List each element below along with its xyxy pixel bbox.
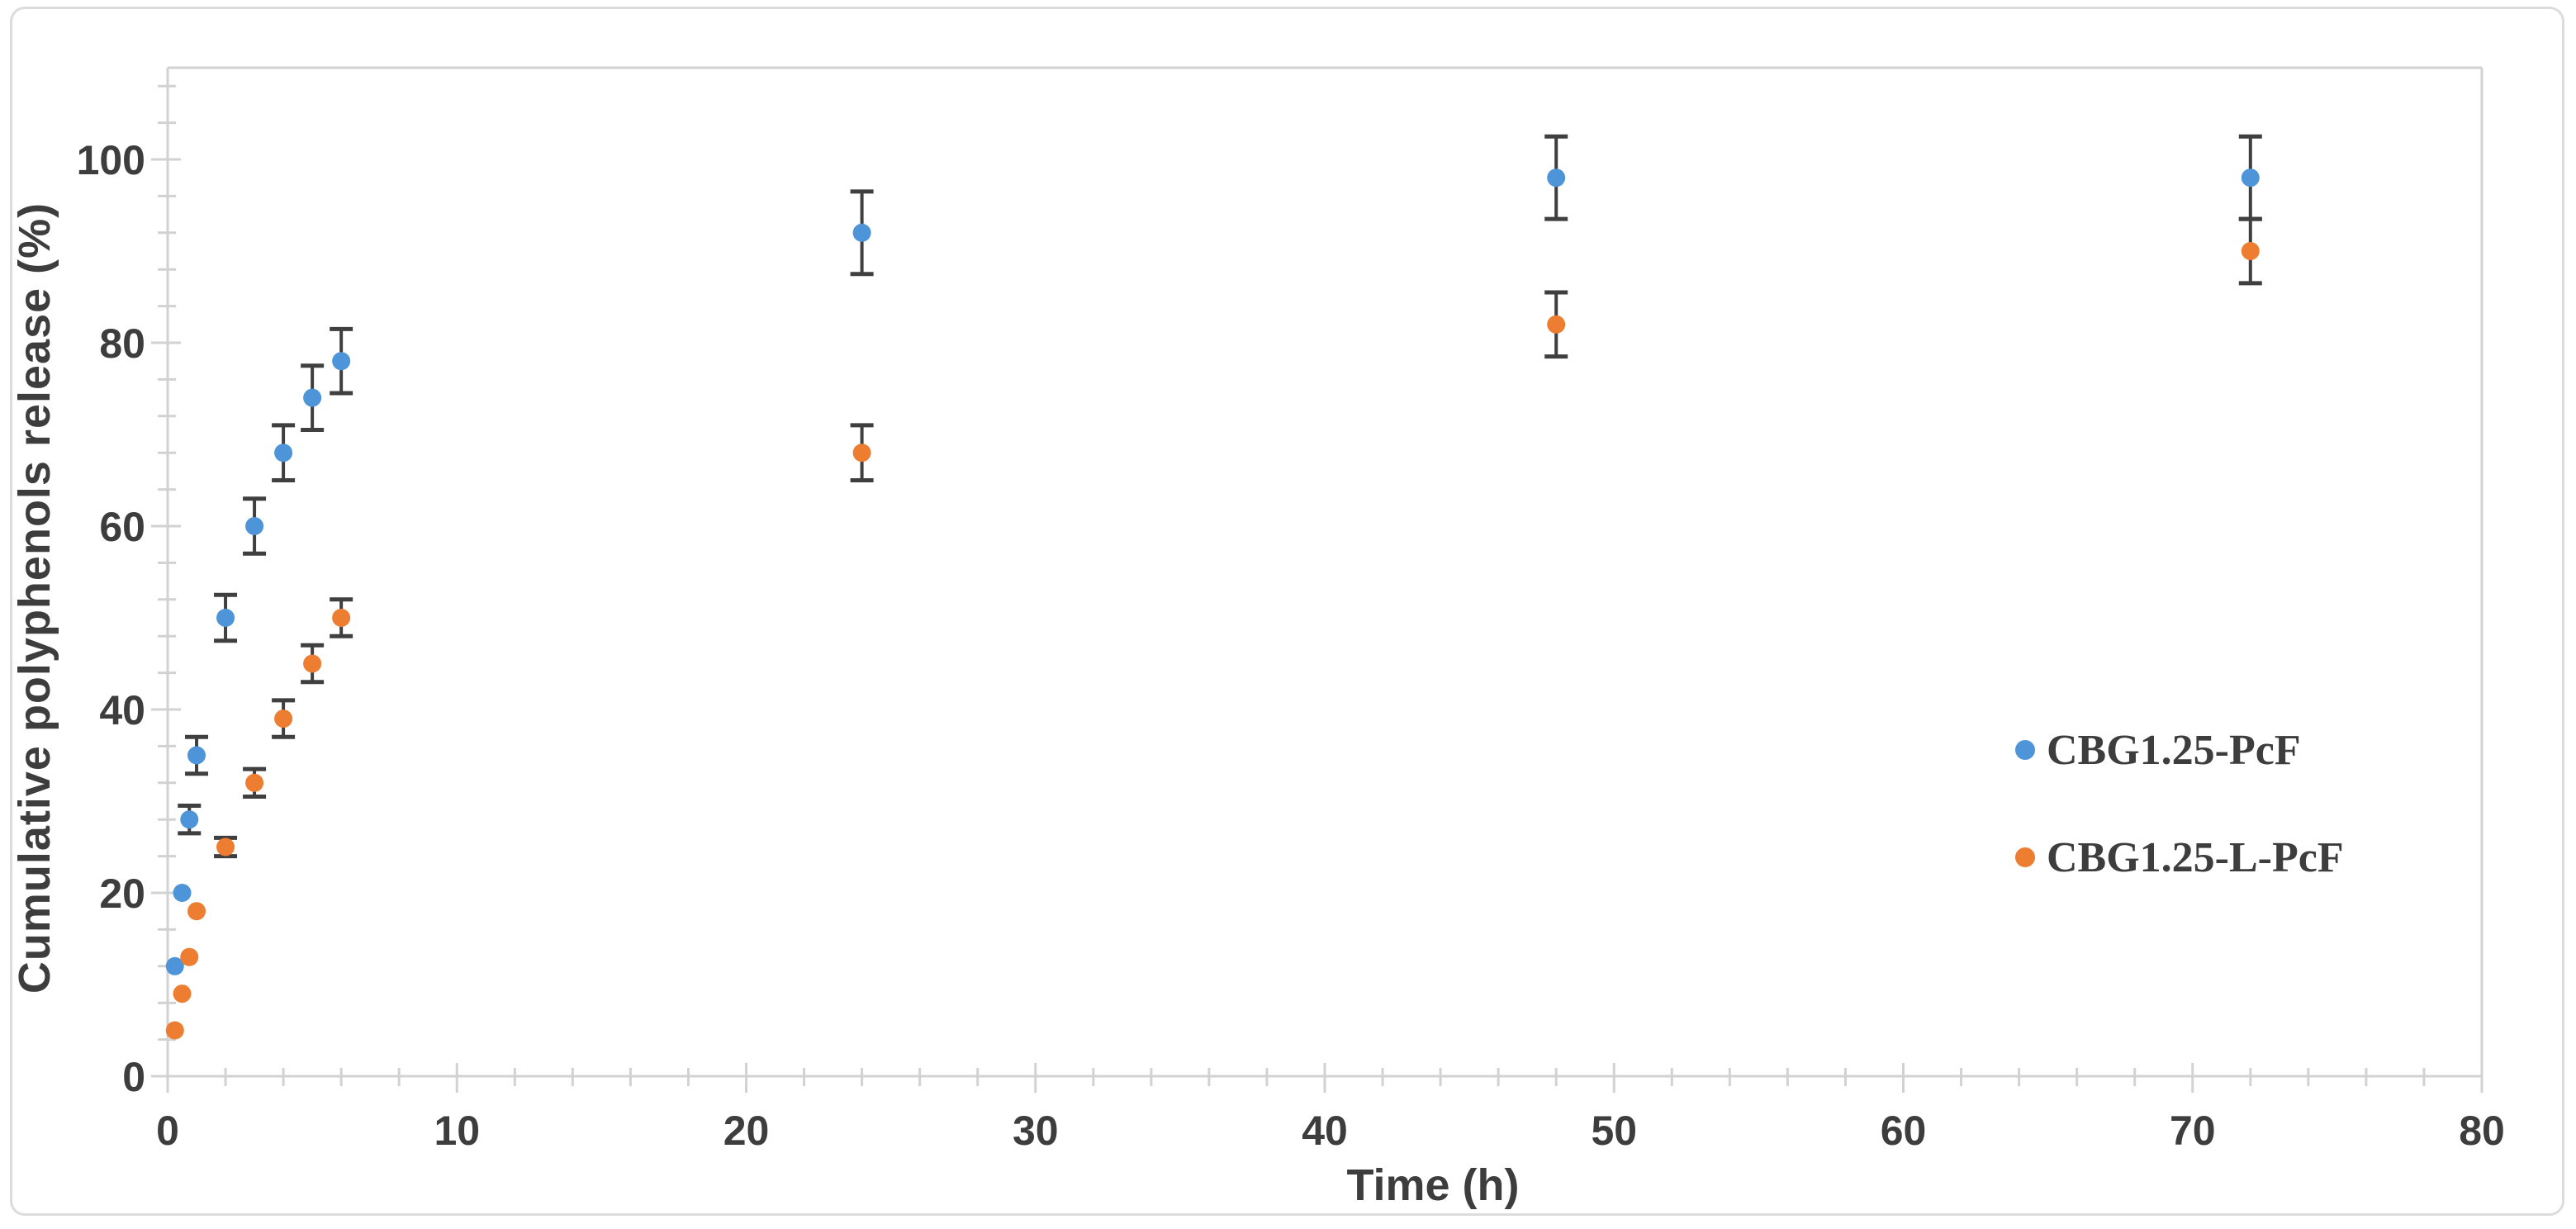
x-tick-label: 0 [156,1108,179,1154]
y-tick-label: 100 [77,137,145,183]
data-point-CBG1.25-L-PcF [180,947,199,966]
data-point-CBG1.25-L-PcF [274,709,293,728]
data-point-CBG1.25-PcF [165,956,184,975]
data-point-CBG1.25-PcF [303,388,322,407]
legend-marker-cbg125-l-pcf [2015,847,2035,867]
data-point-CBG1.25-L-PcF [216,838,235,857]
x-tick-label: 40 [1302,1108,1348,1154]
x-tick-label: 60 [1881,1108,1927,1154]
y-axis-title: Cumulative polyphenols release (%) [10,202,59,994]
data-point-CBG1.25-L-PcF [332,609,351,627]
legend-label-cbg125-l-pcf: CBG1.25-L-PcF [2047,833,2344,881]
data-point-CBG1.25-L-PcF [1547,315,1566,334]
x-tick-label: 80 [2459,1108,2505,1154]
legend-item-cbg125-pcf: CBG1.25-PcF [2015,726,2344,774]
data-point-CBG1.25-PcF [216,609,235,627]
data-point-CBG1.25-PcF [173,884,192,902]
data-point-CBG1.25-PcF [187,746,206,765]
y-tick-label: 20 [99,871,145,917]
x-tick-label: 70 [2170,1108,2216,1154]
data-point-CBG1.25-PcF [2241,168,2260,187]
data-point-CBG1.25-PcF [245,517,264,535]
legend-marker-cbg125-pcf [2015,740,2035,760]
y-tick-label: 40 [99,687,145,733]
y-tick-label: 80 [99,320,145,367]
data-point-CBG1.25-PcF [274,444,293,463]
data-point-CBG1.25-PcF [180,810,199,829]
data-point-CBG1.25-L-PcF [2241,242,2260,260]
x-tick-label: 50 [1591,1108,1637,1154]
y-tick-label: 60 [99,504,145,550]
x-tick-label: 30 [1013,1108,1059,1154]
data-point-CBG1.25-L-PcF [303,654,322,673]
y-tick-label: 0 [122,1054,145,1100]
data-point-CBG1.25-L-PcF [245,773,264,792]
data-point-CBG1.25-PcF [1547,168,1566,187]
data-point-CBG1.25-L-PcF [852,444,871,463]
legend-label-cbg125-pcf: CBG1.25-PcF [2047,726,2301,774]
x-tick-label: 20 [723,1108,770,1154]
data-point-CBG1.25-L-PcF [187,902,206,921]
legend: CBG1.25-PcF CBG1.25-L-PcF [2015,726,2344,881]
data-point-CBG1.25-L-PcF [165,1021,184,1040]
data-point-CBG1.25-L-PcF [173,985,192,1004]
data-point-CBG1.25-PcF [852,223,871,242]
x-axis-title: Time (h) [1346,1160,1520,1210]
x-tick-label: 10 [434,1108,480,1154]
legend-item-cbg125-l-pcf: CBG1.25-L-PcF [2015,833,2344,881]
data-point-CBG1.25-PcF [332,352,351,371]
